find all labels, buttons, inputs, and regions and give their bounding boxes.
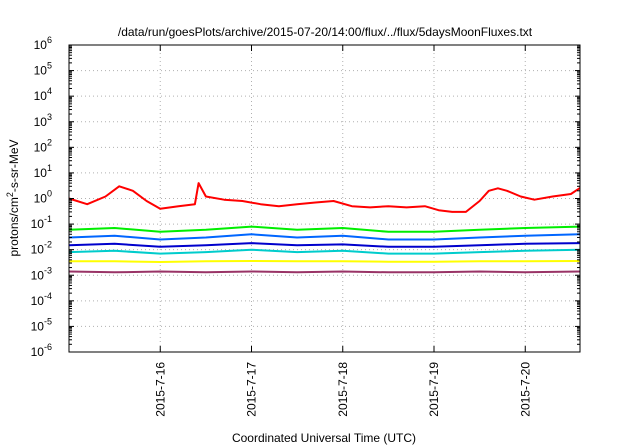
x-axis: 2015-7-16 2015-7-17 2015-7-18 2015-7-19 2015… xyxy=(153,45,532,417)
series-line-1 xyxy=(68,182,581,213)
y-tick-label: 103 xyxy=(34,112,52,129)
series-line-5 xyxy=(68,242,581,248)
series-line-3 xyxy=(68,233,581,241)
series-line-6 xyxy=(69,260,581,263)
y-tick-label: 10-6 xyxy=(31,342,52,359)
x-tick-label: 2015-7-19 xyxy=(427,362,441,417)
series-line-2 xyxy=(68,225,581,233)
y-tick-label: 10-1 xyxy=(31,214,52,231)
y-tick-label: 100 xyxy=(34,189,52,206)
y-axis-label-base: protons/cm xyxy=(7,197,21,256)
y-axis-label: protons/cm2-s-sr-MeV xyxy=(5,139,21,256)
y-tick-label: 10-5 xyxy=(31,316,52,333)
y-tick-label: 106 xyxy=(34,35,52,52)
series-group xyxy=(68,182,581,274)
y-tick-label: 101 xyxy=(34,163,52,180)
y-tick-label: 102 xyxy=(34,137,52,154)
y-tick-label: 104 xyxy=(34,86,52,103)
x-tick-label: 2015-7-18 xyxy=(336,362,350,417)
y-tick-label: 10-2 xyxy=(31,240,52,257)
y-tick-label: 105 xyxy=(34,61,52,78)
x-tick-label: 2015-7-16 xyxy=(153,362,167,417)
chart-title: /data/run/goesPlots/archive/2015-07-20/1… xyxy=(118,25,533,39)
grid-lines xyxy=(69,45,580,352)
series-line-7 xyxy=(68,270,581,274)
y-axis-label-sup: 2 xyxy=(5,192,15,197)
y-axis-label-rest: -s-sr-MeV xyxy=(7,139,21,192)
x-axis-label: Coordinated Universal Time (UTC) xyxy=(232,431,416,445)
y-tick-label: 10-4 xyxy=(31,291,52,308)
y-axis: 10-6 10-5 10-4 10-3 10-2 10-1 100 101 102 103 104 1… xyxy=(31,35,580,359)
y-tick-label: 10-3 xyxy=(31,265,52,282)
series-line-4 xyxy=(68,248,581,255)
x-tick-label: 2015-7-20 xyxy=(518,362,532,417)
x-tick-label: 2015-7-17 xyxy=(245,362,259,417)
